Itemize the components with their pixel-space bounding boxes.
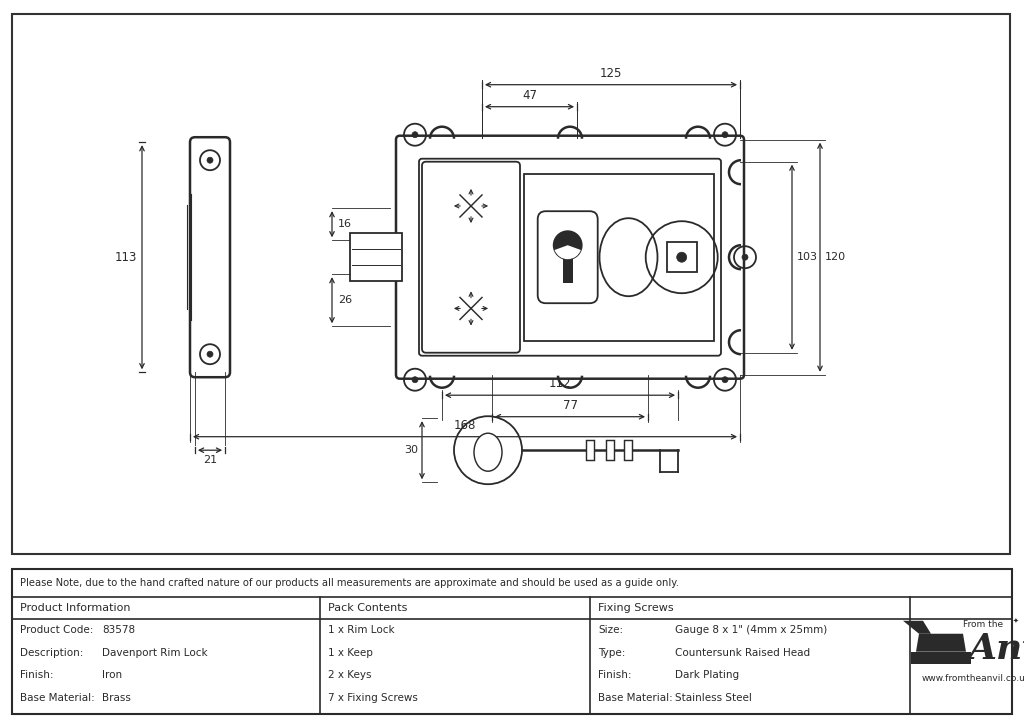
Text: 113: 113 [115,251,137,264]
Text: 7 x Fixing Screws: 7 x Fixing Screws [328,693,418,702]
Text: 2 x Keys: 2 x Keys [328,670,372,680]
Bar [350,233,402,281]
Text: 120: 120 [825,252,846,262]
Text: 16: 16 [338,219,352,229]
Text: Base Material:: Base Material: [20,693,95,702]
Text: Description:: Description: [20,648,83,658]
Text: Pack Contents: Pack Contents [328,603,408,613]
Text: ✦: ✦ [1013,618,1019,624]
FancyBboxPatch shape [538,211,598,303]
Text: Gauge 8 x 1" (4mm x 25mm): Gauge 8 x 1" (4mm x 25mm) [675,626,827,636]
Text: Product Information: Product Information [20,603,130,613]
Text: Brass: Brass [102,693,131,702]
Text: Please Note, due to the hand crafted nature of our products all measurements are: Please Note, due to the hand crafted nat… [20,578,679,588]
Circle shape [722,132,728,138]
Text: Product Code:: Product Code: [20,626,93,636]
Text: 47: 47 [522,88,537,101]
Circle shape [207,157,213,163]
Text: Finish:: Finish: [598,670,632,680]
Text: 1 x Rim Lock: 1 x Rim Lock [328,626,394,636]
Text: Anvil: Anvil [969,632,1024,666]
FancyBboxPatch shape [422,162,520,353]
Circle shape [742,255,748,260]
Bar [624,440,632,460]
Text: 83578: 83578 [102,626,135,636]
Text: Iron: Iron [102,670,122,680]
Bar [911,651,971,664]
Text: 30: 30 [404,445,418,455]
Text: From the: From the [963,620,1004,629]
Circle shape [677,252,687,262]
Ellipse shape [599,218,657,296]
Circle shape [722,377,728,383]
Bar [524,174,714,341]
Polygon shape [903,620,931,633]
Bar [563,243,572,283]
Bar [586,440,594,460]
Text: 26: 26 [338,296,352,305]
Text: Stainless Steel: Stainless Steel [675,693,752,702]
FancyBboxPatch shape [396,136,744,379]
Text: Fixing Screws: Fixing Screws [598,603,674,613]
Text: Dark Plating: Dark Plating [675,670,739,680]
Text: www.fromtheanvil.co.uk: www.fromtheanvil.co.uk [922,674,1024,683]
Circle shape [412,377,418,383]
Text: Base Material:: Base Material: [598,693,673,702]
Text: 77: 77 [562,399,578,412]
Text: 112: 112 [549,377,571,390]
Circle shape [207,351,213,357]
Ellipse shape [474,434,502,471]
Text: Davenport Rim Lock: Davenport Rim Lock [102,648,208,658]
FancyBboxPatch shape [190,137,230,377]
Text: 103: 103 [797,252,818,262]
Text: 21: 21 [203,455,217,465]
Text: Type:: Type: [598,648,626,658]
Circle shape [554,232,582,260]
Text: Finish:: Finish: [20,670,53,680]
Wedge shape [555,245,581,260]
Polygon shape [916,633,966,651]
FancyBboxPatch shape [419,159,721,356]
Bar [606,440,614,460]
Text: Size:: Size: [598,626,624,636]
Text: 125: 125 [600,67,623,80]
Text: 1 x Keep: 1 x Keep [328,648,373,658]
Bar [667,242,696,273]
Text: Countersunk Raised Head: Countersunk Raised Head [675,648,810,658]
Text: 168: 168 [454,418,476,431]
Circle shape [412,132,418,138]
